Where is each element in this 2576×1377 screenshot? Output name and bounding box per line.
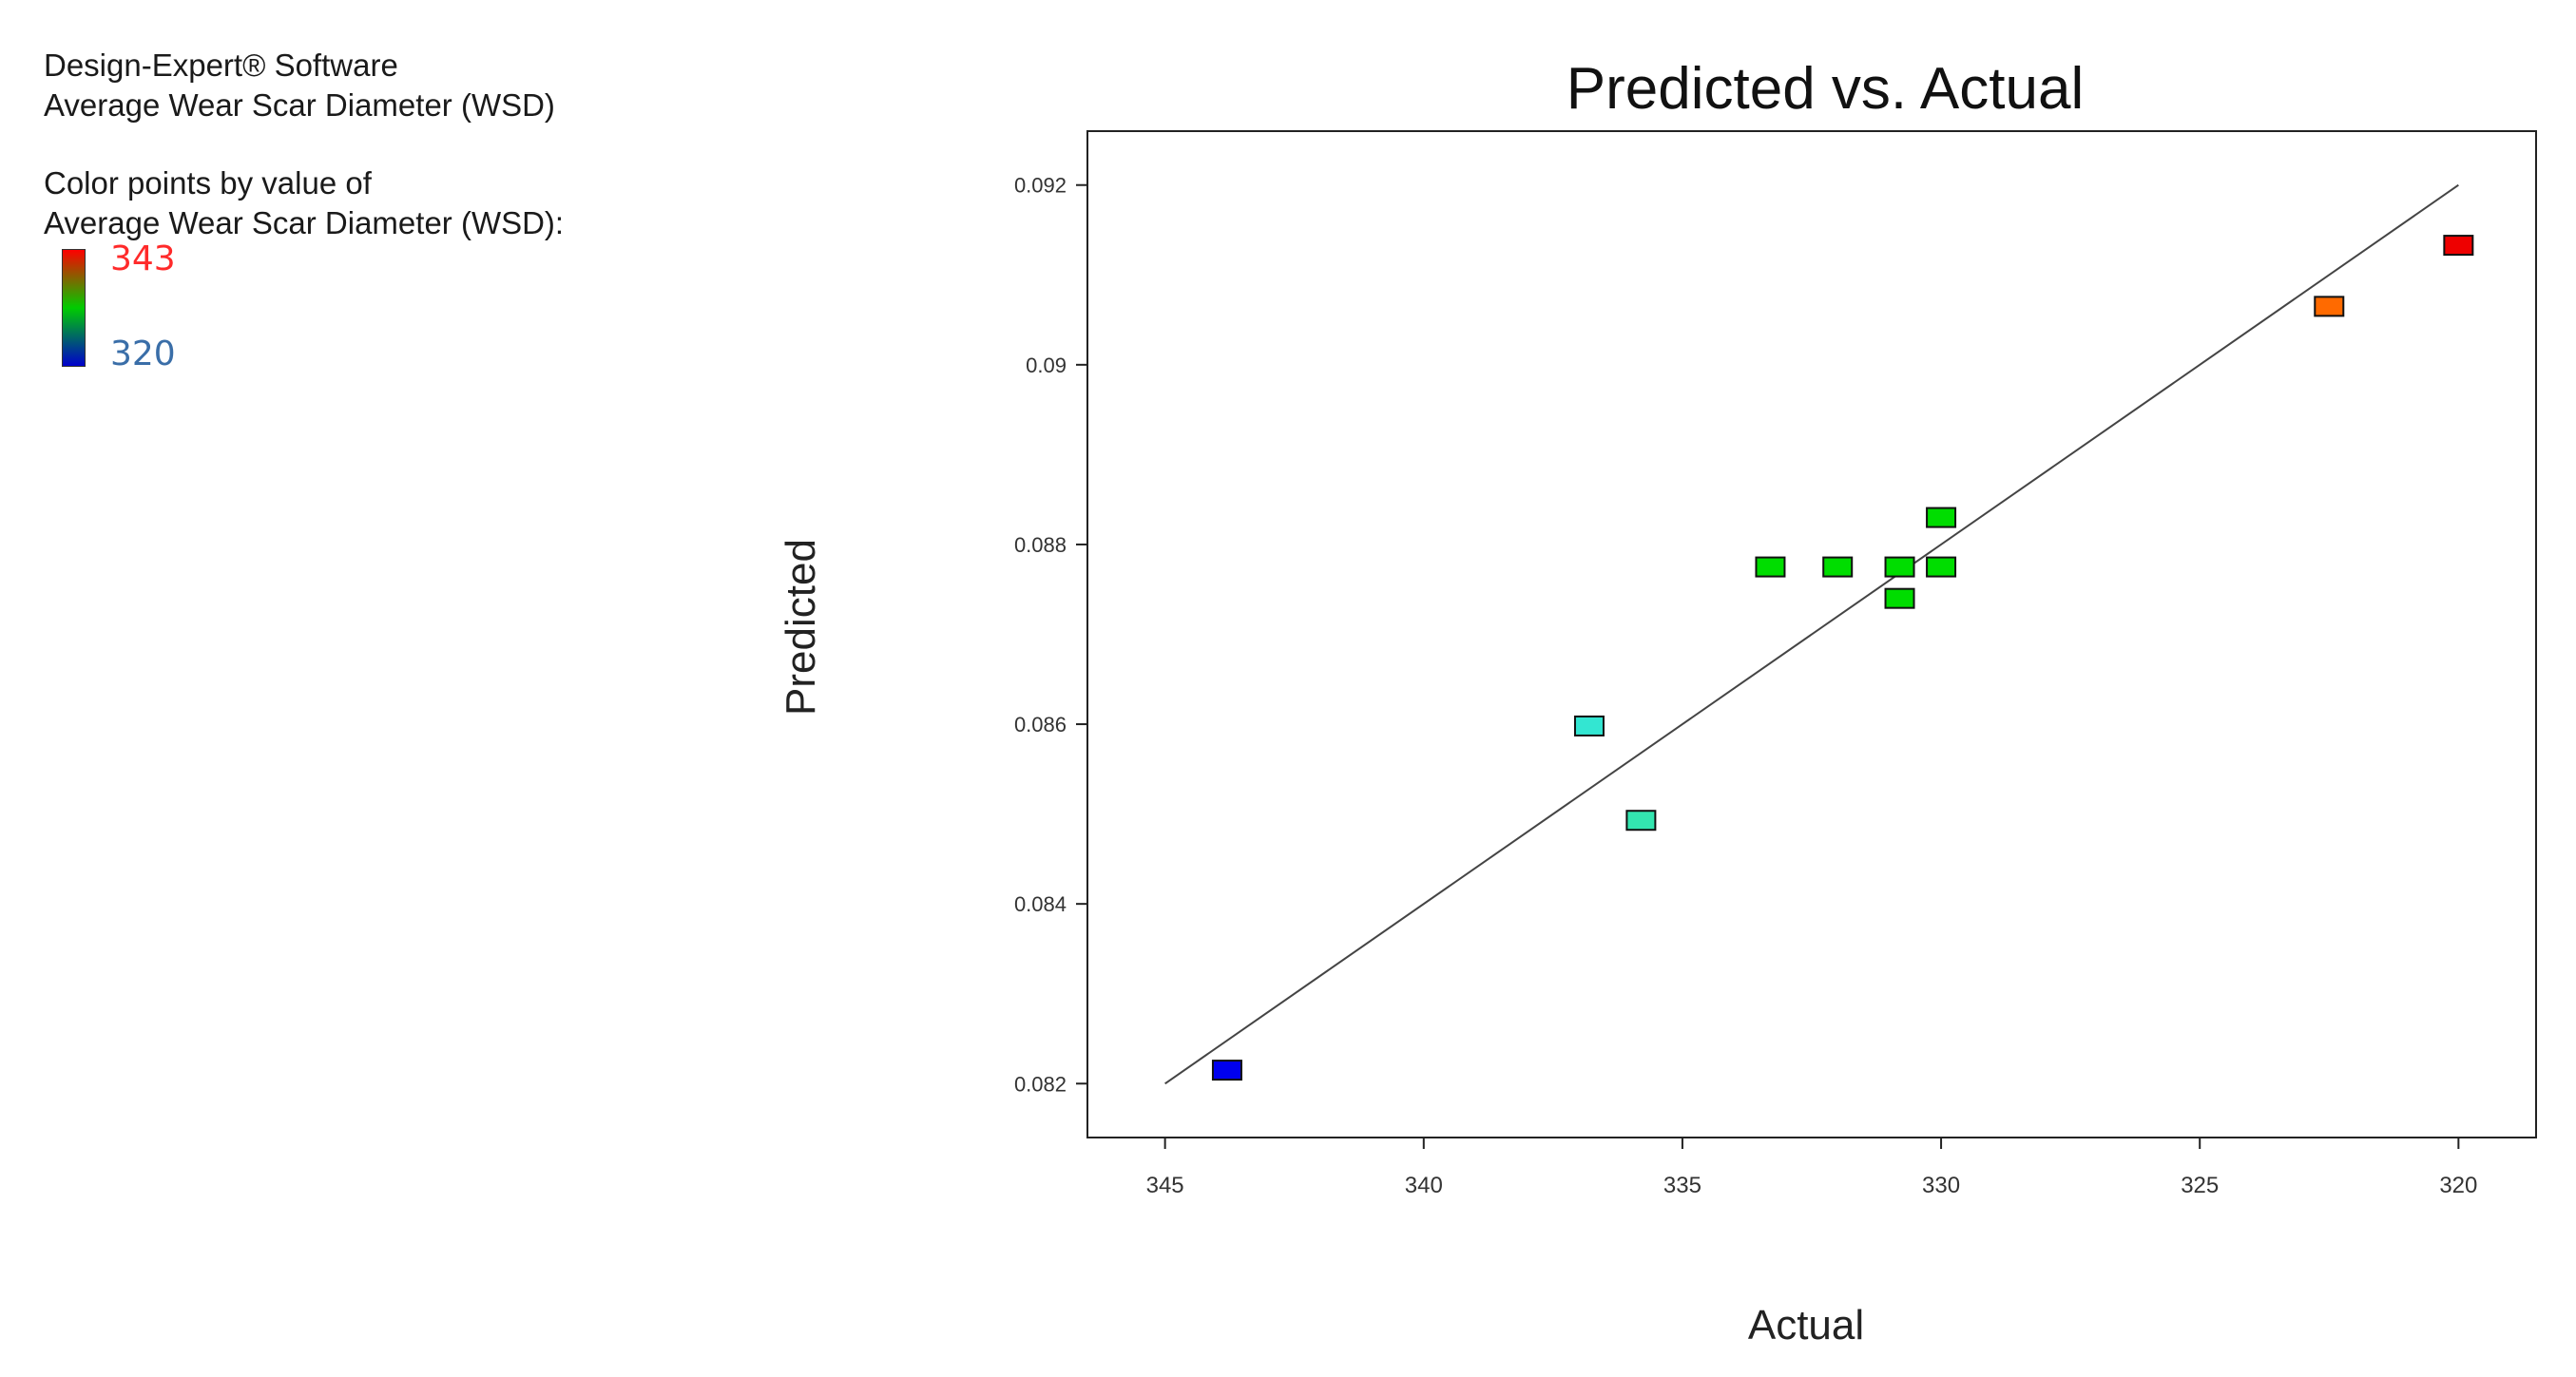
x-tick-label: 340	[1405, 1173, 1443, 1198]
software-name: Design-Expert® Software	[44, 48, 398, 83]
x-axis-label: Actual	[1747, 1302, 1865, 1348]
info-panel: Design-Expert® Software Average Wear Sca…	[44, 46, 564, 243]
x-tick-label: 330	[1922, 1173, 1960, 1198]
chart-title: Predicted vs. Actual	[1566, 56, 2085, 122]
data-point	[1822, 556, 1854, 578]
data-point	[1573, 715, 1605, 736]
color-legend: 343 320	[57, 239, 200, 378]
legend-min-label: 320	[110, 335, 176, 373]
legend-max-label: 343	[110, 239, 176, 278]
x-tick-label: 325	[2181, 1173, 2219, 1198]
color-gradient-bar	[62, 249, 86, 367]
color-caption-line2: Average Wear Scar Diameter (WSD):	[44, 205, 565, 240]
x-tick-label: 320	[2439, 1173, 2477, 1198]
data-point	[1884, 587, 1915, 609]
data-point	[1211, 1060, 1242, 1081]
response-name: Average Wear Scar Diameter (WSD)	[44, 87, 555, 123]
data-point	[1884, 556, 1915, 578]
data-point	[1755, 556, 1786, 578]
y-tick-label: 0.088	[1014, 533, 1067, 557]
y-tick-label: 0.092	[1014, 174, 1067, 198]
y-tick-label: 0.082	[1014, 1072, 1067, 1096]
data-point	[1926, 556, 1957, 578]
data-point	[2314, 296, 2345, 317]
plot-frame	[1086, 130, 2537, 1138]
y-tick-label: 0.086	[1014, 713, 1067, 736]
data-point	[1926, 507, 1957, 528]
x-tick-label: 335	[1663, 1173, 1701, 1198]
data-point	[1625, 810, 1657, 832]
y-tick-label: 0.09	[1026, 354, 1067, 377]
color-caption-line1: Color points by value of	[44, 165, 372, 201]
y-tick-label: 0.084	[1014, 892, 1067, 916]
data-point	[2443, 235, 2474, 257]
fit-line	[1164, 183, 2459, 1085]
x-tick-label: 345	[1146, 1173, 1184, 1198]
